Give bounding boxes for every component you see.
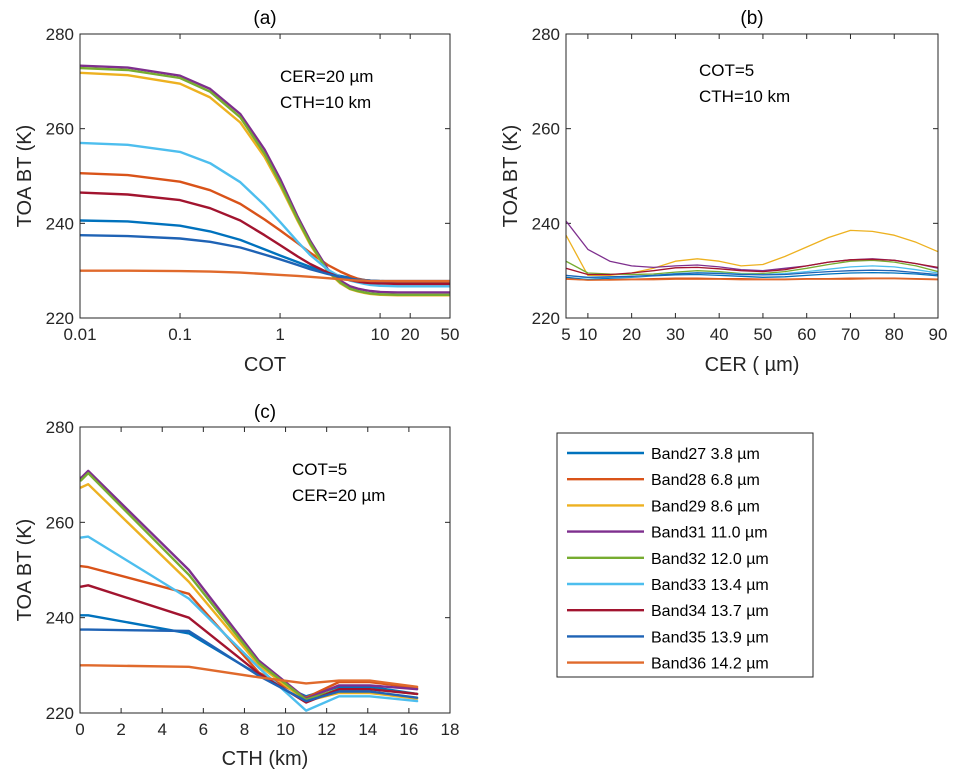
y-tick-label-a: 240 bbox=[46, 214, 74, 233]
series-line-a-2 bbox=[80, 171, 450, 285]
annotation-a-cer: CER=20 µm bbox=[280, 67, 373, 86]
x-tick-label-b: 70 bbox=[841, 325, 860, 344]
axes-box-b bbox=[565, 33, 939, 319]
x-tick-label-c: 12 bbox=[317, 720, 336, 739]
panel-c: (c) 0 2 4 6 8 10 12 14 16 18 220 240 260 280 COT=5 CE… bbox=[14, 402, 459, 770]
x-tick-label-a: 0.01 bbox=[63, 325, 96, 344]
x-axis-label-b: CER ( µm) bbox=[705, 354, 800, 376]
y-tick-label-c: 240 bbox=[46, 609, 74, 628]
series-line-b-5 bbox=[566, 259, 938, 276]
legend-entry-label: Band36 14.2 µm bbox=[651, 656, 769, 673]
x-tick-label-c: 14 bbox=[358, 720, 377, 739]
y-tick-label-a: 220 bbox=[46, 309, 74, 328]
legend-entry-label: Band28 6.8 µm bbox=[651, 472, 760, 489]
x-tick-label-c: 10 bbox=[276, 720, 295, 739]
x-tick-label-a: 1 bbox=[275, 325, 284, 344]
annotation-c-cot: COT=5 bbox=[292, 460, 347, 479]
x-tick-label-c: 18 bbox=[441, 720, 460, 739]
series-line-c-2 bbox=[80, 565, 419, 699]
legend-entry-label: Band32 12.0 µm bbox=[651, 551, 769, 568]
plot-area-b: 5 10 20 30 40 50 60 70 80 90 220 240 260 280 bbox=[532, 25, 948, 344]
x-tick-label-b: 80 bbox=[885, 325, 904, 344]
legend-entry-label: Band35 13.9 µm bbox=[651, 629, 769, 646]
y-tick-label-b: 260 bbox=[532, 120, 560, 139]
x-tick-label-c: 16 bbox=[399, 720, 418, 739]
legend-entry-label: Band31 11.0 µm bbox=[651, 525, 768, 542]
series-line-c-9 bbox=[80, 664, 419, 688]
x-tick-label-c: 6 bbox=[199, 720, 208, 739]
y-axis-label-c: TOA BT (K) bbox=[14, 519, 36, 622]
x-tick-label-a: 50 bbox=[441, 325, 460, 344]
legend-entry-label: Band33 13.4 µm bbox=[651, 577, 769, 594]
x-tick-label-b: 60 bbox=[797, 325, 816, 344]
x-tick-label-a: 0.1 bbox=[168, 325, 192, 344]
axes-box-c bbox=[79, 426, 451, 714]
series-line-a-3 bbox=[80, 71, 450, 297]
series-line-a-9 bbox=[80, 269, 450, 283]
series-line-a-1 bbox=[80, 219, 450, 283]
plot-area-c: 0 2 4 6 8 10 12 14 16 18 220 240 260 280 bbox=[46, 418, 460, 739]
x-tick-label-b: 40 bbox=[710, 325, 729, 344]
y-tick-label-b: 220 bbox=[532, 309, 560, 328]
y-axis-label-b: TOA BT (K) bbox=[500, 125, 522, 228]
panel-c-title: (c) bbox=[254, 402, 276, 423]
x-tick-label-b: 50 bbox=[753, 325, 772, 344]
annotation-c-cer: CER=20 µm bbox=[292, 486, 385, 505]
series-line-b-7 bbox=[566, 258, 938, 276]
series-line-b-9 bbox=[566, 278, 938, 281]
panel-b: (b) 5 10 20 30 40 50 60 70 80 90 220 240 260 280 COT=… bbox=[500, 8, 947, 376]
series-line-c-3 bbox=[80, 483, 419, 703]
axes-box-a bbox=[79, 33, 451, 319]
panel-a-title: (a) bbox=[253, 8, 276, 29]
y-tick-label-a: 280 bbox=[46, 25, 74, 44]
annotation-b-cot: COT=5 bbox=[699, 61, 754, 80]
legend-entry-label: Band34 13.7 µm bbox=[651, 603, 769, 620]
x-tick-label-c: 8 bbox=[240, 720, 249, 739]
legend-entry-label: Band27 3.8 µm bbox=[651, 446, 760, 463]
x-tick-label-b: 10 bbox=[578, 325, 597, 344]
x-tick-label-a: 10 bbox=[371, 325, 390, 344]
series-line-c-1 bbox=[80, 614, 419, 698]
series-line-a-4 bbox=[80, 64, 450, 294]
x-axis-label-c: CTH (km) bbox=[222, 748, 309, 770]
x-tick-label-b: 90 bbox=[929, 325, 948, 344]
panel-b-title: (b) bbox=[740, 8, 763, 29]
x-tick-label-c: 4 bbox=[157, 720, 166, 739]
series-line-a-5 bbox=[80, 66, 450, 296]
series-line-b-3 bbox=[566, 229, 938, 277]
y-tick-label-a: 260 bbox=[46, 120, 74, 139]
annotation-b-cth: CTH=10 km bbox=[699, 87, 790, 106]
x-axis-label-a: COT bbox=[244, 354, 286, 376]
y-tick-label-c: 280 bbox=[46, 418, 74, 437]
y-tick-label-c: 260 bbox=[46, 513, 74, 532]
legend: Band27 3.8 µm Band28 6.8 µm Band29 8.6 µm B… bbox=[556, 432, 814, 678]
x-tick-label-b: 20 bbox=[622, 325, 641, 344]
x-tick-label-c: 0 bbox=[75, 720, 84, 739]
series-line-a-6 bbox=[80, 141, 450, 288]
y-tick-label-c: 220 bbox=[46, 704, 74, 723]
plot-area-a: 0.01 0.1 1 10 20 50 220 240 260 280 bbox=[46, 25, 460, 344]
x-tick-label-b: 5 bbox=[561, 325, 570, 344]
legend-entry-label: Band29 8.6 µm bbox=[651, 498, 760, 515]
y-axis-label-a: TOA BT (K) bbox=[14, 125, 36, 228]
y-tick-label-b: 240 bbox=[532, 214, 560, 233]
annotation-a-cth: CTH=10 km bbox=[280, 93, 371, 112]
panel-a: (a) 0.01 0.1 1 10 20 50 220 240 260 280 CER=20 µm… bbox=[14, 8, 459, 376]
series-line-c-8 bbox=[80, 628, 419, 703]
x-tick-label-a: 20 bbox=[401, 325, 420, 344]
y-tick-label-b: 280 bbox=[532, 25, 560, 44]
x-tick-label-c: 2 bbox=[116, 720, 125, 739]
x-tick-label-b: 30 bbox=[666, 325, 685, 344]
series-line-b-8 bbox=[566, 269, 938, 278]
series-line-b-4 bbox=[566, 220, 938, 272]
